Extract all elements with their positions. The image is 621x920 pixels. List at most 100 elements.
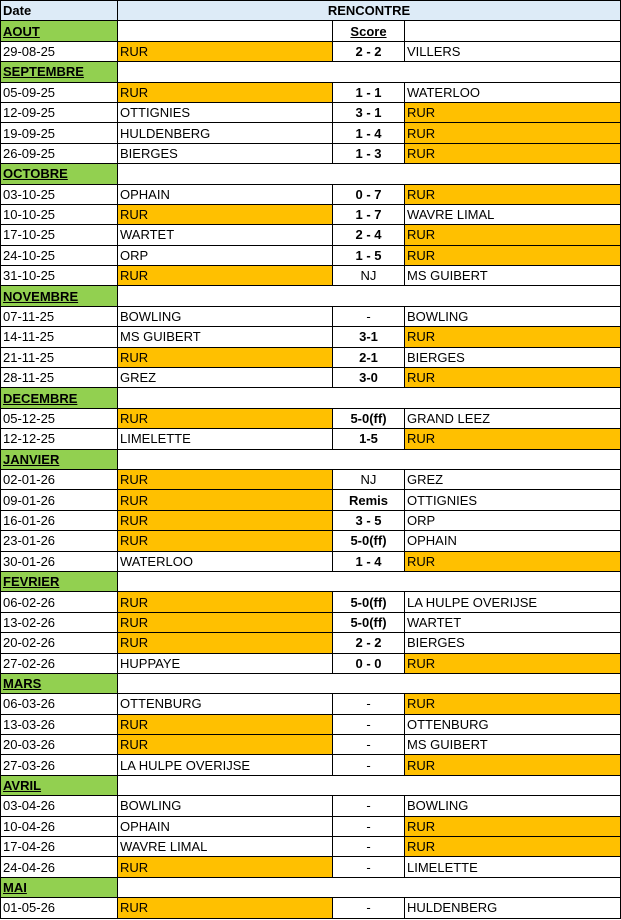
home-team[interactable]: RUR <box>117 489 333 511</box>
month-label[interactable]: SEPTEMBRE <box>0 61 118 83</box>
away-team[interactable]: RUR <box>403 428 621 450</box>
match-date[interactable]: 27-02-26 <box>0 652 118 674</box>
home-team[interactable]: RUR <box>117 265 333 287</box>
home-team[interactable]: RUR <box>117 81 333 103</box>
home-team[interactable]: RUR <box>117 346 333 369</box>
away-team[interactable]: BOWLING <box>403 795 621 817</box>
empty-cell[interactable] <box>116 774 621 797</box>
match-score[interactable]: 2 - 2 <box>332 632 405 654</box>
home-team[interactable]: LIMELETTE <box>117 428 333 450</box>
match-score[interactable]: 5-0(ff) <box>332 407 405 430</box>
match-score[interactable]: 2 - 4 <box>332 224 405 246</box>
away-team[interactable]: WAVRE LIMAL <box>403 203 621 226</box>
away-team[interactable]: MS GUIBERT <box>403 734 621 756</box>
empty-cell[interactable] <box>116 163 621 185</box>
match-score[interactable]: 5-0(ff) <box>332 611 405 634</box>
month-label[interactable]: NOVEMBRE <box>0 285 118 307</box>
match-score[interactable]: - <box>332 897 405 919</box>
match-date[interactable]: 28-11-25 <box>0 367 118 389</box>
match-score[interactable]: - <box>332 856 405 878</box>
away-team[interactable]: LIMELETTE <box>403 856 621 878</box>
match-date[interactable]: 24-10-25 <box>0 244 118 267</box>
home-team[interactable]: WARTET <box>117 224 333 246</box>
match-score[interactable]: NJ <box>332 265 405 287</box>
match-date[interactable]: 13-02-26 <box>0 611 118 634</box>
match-score[interactable]: 2-1 <box>332 346 405 369</box>
match-score[interactable]: 5-0(ff) <box>332 591 405 613</box>
away-team[interactable]: RUR <box>403 142 621 165</box>
match-score[interactable]: - <box>332 815 405 838</box>
empty-cell[interactable] <box>116 61 621 83</box>
home-team[interactable]: RUR <box>117 468 333 491</box>
away-team[interactable]: HULDENBERG <box>403 897 621 919</box>
match-score[interactable]: 0 - 0 <box>332 652 405 674</box>
home-team[interactable]: OTTENBURG <box>117 693 333 715</box>
home-team[interactable]: OPHAIN <box>117 815 333 838</box>
home-team[interactable]: RUR <box>117 509 333 532</box>
away-team[interactable]: VILLERS <box>403 40 621 63</box>
match-score[interactable]: 3-1 <box>332 326 405 348</box>
home-team[interactable]: RUR <box>117 530 333 552</box>
away-team[interactable]: RUR <box>403 754 621 776</box>
empty-cell[interactable] <box>116 285 621 307</box>
month-label[interactable]: MARS <box>0 672 118 695</box>
home-team[interactable]: RUR <box>117 591 333 613</box>
home-team[interactable]: RUR <box>117 203 333 226</box>
match-date[interactable]: 26-09-25 <box>0 142 118 165</box>
match-date[interactable]: 17-04-26 <box>0 836 118 858</box>
match-date[interactable]: 01-05-26 <box>0 897 118 919</box>
away-team[interactable]: RUR <box>403 101 621 124</box>
match-score[interactable]: - <box>332 836 405 858</box>
away-team[interactable]: OTTENBURG <box>403 713 621 736</box>
home-team[interactable]: RUR <box>117 734 333 756</box>
home-team[interactable]: RUR <box>117 632 333 654</box>
match-date[interactable]: 13-03-26 <box>0 713 118 736</box>
home-team[interactable]: HULDENBERG <box>117 122 333 144</box>
match-score[interactable]: 1 - 3 <box>332 142 405 165</box>
month-label[interactable]: FEVRIER <box>0 570 118 593</box>
match-date[interactable]: 29-08-25 <box>0 40 118 63</box>
match-date[interactable]: 06-03-26 <box>0 693 118 715</box>
match-date[interactable]: 06-02-26 <box>0 591 118 613</box>
home-team[interactable]: RUR <box>117 856 333 878</box>
match-date[interactable]: 27-03-26 <box>0 754 118 776</box>
away-team[interactable]: RUR <box>403 836 621 858</box>
home-team[interactable]: RUR <box>117 40 333 63</box>
match-score[interactable]: - <box>332 713 405 736</box>
away-team[interactable]: RUR <box>403 550 621 572</box>
match-date[interactable]: 20-03-26 <box>0 734 118 756</box>
empty-cell[interactable] <box>117 20 333 42</box>
away-team[interactable]: WATERLOO <box>403 81 621 103</box>
month-label[interactable]: AOUT <box>0 20 118 42</box>
away-team[interactable]: WARTET <box>403 611 621 634</box>
home-team[interactable]: RUR <box>117 897 333 919</box>
home-team[interactable]: RUR <box>117 407 333 430</box>
away-team[interactable]: RUR <box>403 367 621 389</box>
home-team[interactable]: BOWLING <box>117 305 333 328</box>
home-team[interactable]: MS GUIBERT <box>117 326 333 348</box>
match-score[interactable]: 1 - 1 <box>332 81 405 103</box>
home-team[interactable]: WATERLOO <box>117 550 333 572</box>
match-date[interactable]: 09-01-26 <box>0 489 118 511</box>
match-date[interactable]: 03-10-25 <box>0 183 118 205</box>
match-date[interactable]: 31-10-25 <box>0 265 118 287</box>
match-date[interactable]: 05-12-25 <box>0 407 118 430</box>
match-score[interactable]: - <box>332 795 405 817</box>
match-score[interactable]: 3 - 5 <box>332 509 405 532</box>
home-team[interactable]: HUPPAYE <box>117 652 333 674</box>
date-header[interactable]: Date <box>0 0 118 22</box>
score-header[interactable]: Score <box>332 20 405 42</box>
rencontre-header[interactable]: RENCONTRE <box>116 0 621 22</box>
match-date[interactable]: 21-11-25 <box>0 346 118 369</box>
home-team[interactable]: LA HULPE OVERIJSE <box>117 754 333 776</box>
match-score[interactable]: 3-0 <box>332 367 405 389</box>
match-date[interactable]: 19-09-25 <box>0 122 118 144</box>
month-label[interactable]: MAI <box>0 876 118 899</box>
match-date[interactable]: 10-04-26 <box>0 815 118 838</box>
away-team[interactable]: RUR <box>403 183 621 205</box>
away-team[interactable]: RUR <box>403 244 621 267</box>
match-date[interactable]: 24-04-26 <box>0 856 118 878</box>
match-score[interactable]: 0 - 7 <box>332 183 405 205</box>
month-label[interactable]: JANVIER <box>0 448 118 470</box>
match-score[interactable]: 3 - 1 <box>332 101 405 124</box>
